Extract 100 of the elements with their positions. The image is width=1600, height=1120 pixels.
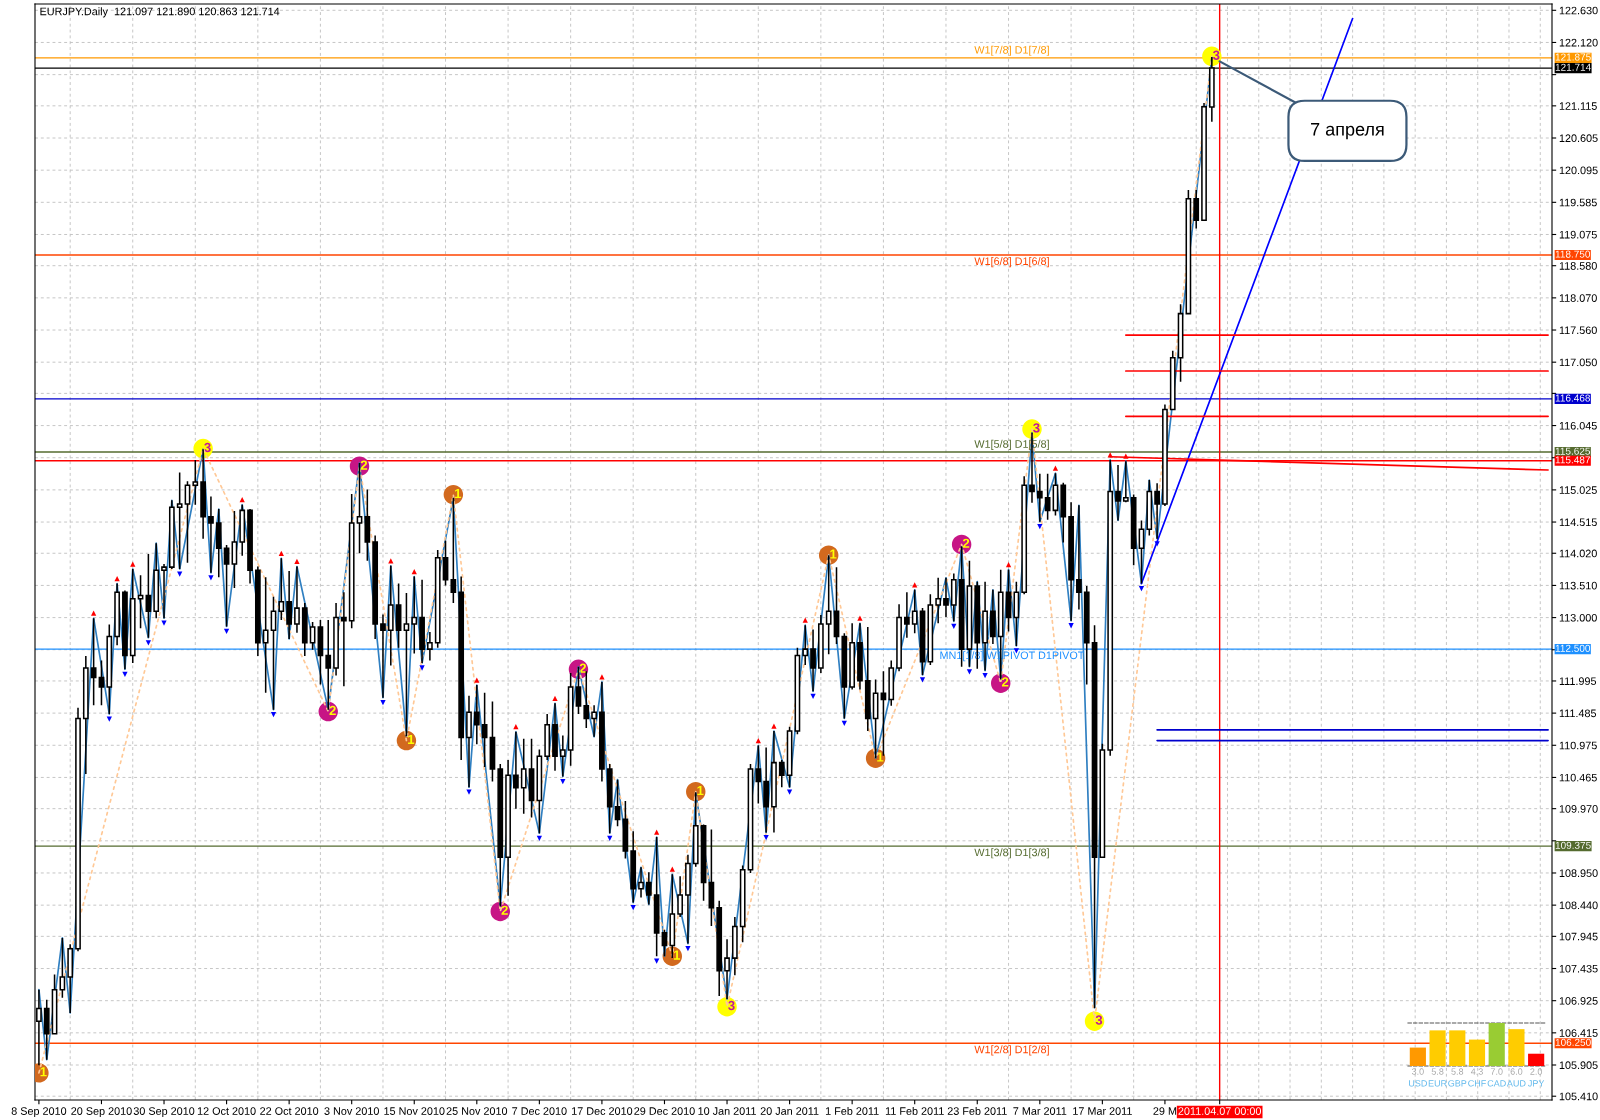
ref-line-label: 112.500 (1555, 644, 1591, 652)
candlestick (231, 510, 238, 589)
candlestick (372, 534, 379, 640)
ref-line-label: 121.714 (1555, 63, 1591, 71)
candlestick (1122, 460, 1129, 503)
y-tick-label: 105.905 (1559, 1061, 1598, 1070)
candlestick (278, 557, 285, 621)
candlestick (661, 928, 668, 957)
candlestick (364, 488, 371, 562)
y-tick-label: 105.410 (1559, 1092, 1598, 1101)
candlestick (716, 899, 723, 997)
candlestick (935, 577, 942, 625)
candlestick (810, 628, 816, 693)
candlestick (215, 508, 222, 578)
text: 1 (673, 950, 681, 960)
text: 3 (728, 1000, 735, 1011)
candlestick (1013, 580, 1020, 647)
data-label: 3.0 (1411, 1068, 1424, 1075)
candlestick (262, 576, 269, 694)
y-tick-label: 120.605 (1559, 134, 1598, 143)
text: 2 (329, 705, 336, 715)
x-tick-label: 7 Dec 2010 (512, 1107, 567, 1115)
candlestick (950, 572, 957, 623)
candlestick (348, 493, 355, 630)
x-tick-label: 25 Nov 2010 (446, 1107, 508, 1115)
candlestick (575, 666, 582, 715)
candlestick (1115, 464, 1121, 522)
candlestick (1036, 473, 1043, 523)
candlestick (653, 836, 660, 957)
candlestick (982, 580, 988, 672)
candlestick (1099, 742, 1106, 859)
x-tick-label: 20 Jan 2011 (760, 1107, 819, 1115)
data-label: 5.8 (1431, 1068, 1444, 1075)
x-tick-label: GBP (1448, 1080, 1467, 1087)
bar (1488, 1023, 1505, 1066)
x-tick-label: USD (1409, 1080, 1427, 1087)
candlestick (1169, 350, 1176, 411)
candlestick (990, 589, 996, 645)
candlestick (833, 566, 840, 645)
candlestick (864, 626, 871, 732)
candlestick (176, 471, 183, 570)
y-tick-label: 113.510 (1559, 581, 1597, 590)
ref-line-label: 115.625 (1555, 447, 1591, 455)
x-tick-label: 29 Dec 2010 (634, 1107, 695, 1115)
candlestick (802, 624, 809, 666)
annotation: W1[7/8] D1[7/8] (974, 45, 1049, 56)
data-label: 6.0 (1510, 1068, 1523, 1075)
candlestick (59, 937, 66, 999)
y-tick-label: 117.050 (1559, 358, 1597, 367)
y-tick-label: 116.045 (1559, 421, 1597, 430)
y-tick-label: 114.020 (1559, 549, 1597, 558)
candlestick (513, 730, 519, 810)
candlestick (505, 759, 511, 897)
candlestick (622, 800, 629, 860)
candlestick (896, 603, 902, 672)
candlestick (731, 916, 738, 976)
ref-line-label: 115.487 (1555, 456, 1590, 464)
x-tick-label: 1 Feb 2011 (825, 1106, 879, 1115)
y-tick-label: 113.000 (1559, 613, 1597, 622)
candlestick (763, 746, 770, 834)
y-tick-label: 119.075 (1559, 230, 1597, 239)
candlestick (294, 565, 300, 634)
candlestick (778, 759, 785, 788)
candlestick (1193, 189, 1200, 230)
candlestick (520, 737, 527, 815)
candlestick (208, 495, 214, 574)
x-tick-label: 8 Sep 2010 (11, 1107, 67, 1118)
text: 1 (697, 785, 704, 796)
candlestick (638, 866, 644, 899)
candlestick (168, 499, 175, 570)
text: 1 (830, 549, 837, 559)
candlestick (387, 565, 394, 667)
x-tick-label: 12 Oct 2010 (197, 1107, 256, 1115)
x-tick-label: 10 Jan 2011 (698, 1107, 756, 1115)
candlestick (849, 622, 856, 691)
candlestick (200, 448, 206, 540)
y-tick-label: 114.515 (1559, 518, 1597, 527)
ref-line-label: 118.750 (1555, 250, 1591, 258)
y-tick-label: 118.580 (1559, 262, 1597, 270)
ref-line-label: 121.875 (1555, 53, 1591, 61)
candlestick (395, 582, 402, 649)
candlestick (1130, 493, 1137, 567)
candlestick (943, 577, 949, 618)
x-tick-label: 17 Mar 2011 (1073, 1107, 1132, 1115)
candlestick (419, 578, 425, 664)
candlestick (137, 574, 144, 630)
text: 2 (501, 905, 508, 915)
text: 1 (454, 488, 462, 499)
bar (1409, 1047, 1426, 1066)
annotation: W1[6/8] D1[6/8] (974, 257, 1049, 268)
candlestick (51, 973, 58, 1036)
bar (1528, 1053, 1545, 1066)
candlestick (82, 655, 89, 775)
candlestick (145, 553, 152, 639)
candlestick (911, 589, 918, 635)
y-tick-label: 122.630 (1559, 6, 1598, 15)
y-tick-label: 106.925 (1559, 997, 1598, 1005)
candlestick (1146, 479, 1153, 537)
candlestick (333, 602, 339, 677)
data-label: 7.0 (1490, 1068, 1503, 1075)
